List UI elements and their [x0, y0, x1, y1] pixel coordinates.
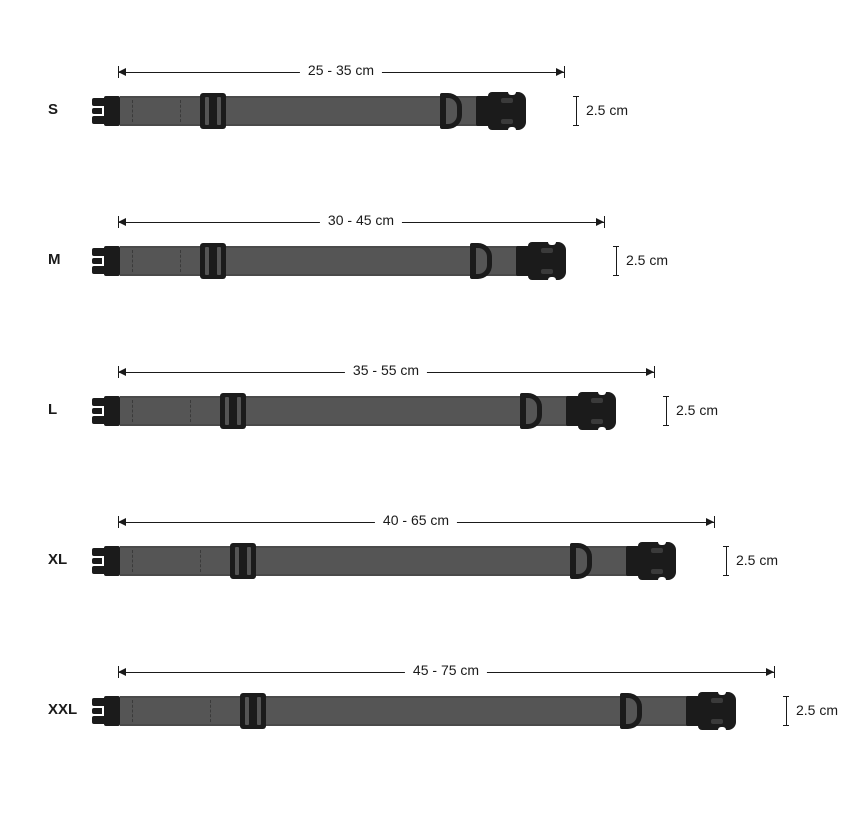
buckle-male — [92, 694, 120, 728]
collar-xxl — [120, 696, 730, 726]
height-dimension-line — [616, 246, 617, 276]
tri-glide-slider — [200, 93, 226, 129]
stitch-line — [200, 550, 201, 572]
height-dimension-line — [576, 96, 577, 126]
tri-glide-slider — [220, 393, 246, 429]
stitch-line — [132, 700, 133, 722]
height-label-s: 2.5 cm — [586, 102, 628, 118]
collar-xl — [120, 546, 670, 576]
length-arrow-left — [118, 368, 126, 376]
height-dimension-line — [666, 396, 667, 426]
length-tick-right — [604, 216, 605, 228]
tri-glide-slider — [240, 693, 266, 729]
height-tick-bottom — [573, 125, 579, 126]
height-tick-bottom — [723, 575, 729, 576]
length-label-xxl: 45 - 75 cm — [405, 662, 487, 678]
length-tick-right — [774, 666, 775, 678]
length-arrow-right — [556, 68, 564, 76]
length-arrow-left — [118, 68, 126, 76]
height-dimension-line — [726, 546, 727, 576]
collar-size-chart: S 25 - 35 cm 2.5 cm M 30 - 45 cm 2.5 cm L 35 - … — [0, 0, 845, 836]
buckle-female — [626, 542, 676, 580]
buckle-male — [92, 394, 120, 428]
length-label-xl: 40 - 65 cm — [375, 512, 457, 528]
height-label-xxl: 2.5 cm — [796, 702, 838, 718]
d-ring — [570, 543, 592, 579]
length-arrow-left — [118, 518, 126, 526]
stitch-line — [132, 550, 133, 572]
buckle-female — [686, 692, 736, 730]
buckle-male — [92, 544, 120, 578]
stitch-line — [190, 400, 191, 422]
buckle-male — [92, 94, 120, 128]
height-tick-bottom — [613, 275, 619, 276]
length-tick-right — [654, 366, 655, 378]
height-tick-top — [783, 696, 789, 697]
stitch-line — [180, 250, 181, 272]
collar-m — [120, 246, 560, 276]
length-arrow-right — [646, 368, 654, 376]
buckle-female — [516, 242, 566, 280]
size-label-xl: XL — [48, 551, 67, 568]
length-label-s: 25 - 35 cm — [300, 62, 382, 78]
size-label-m: M — [48, 251, 61, 268]
length-label-m: 30 - 45 cm — [320, 212, 402, 228]
height-label-xl: 2.5 cm — [736, 552, 778, 568]
d-ring — [470, 243, 492, 279]
stitch-line — [180, 100, 181, 122]
buckle-female — [566, 392, 616, 430]
length-arrow-right — [766, 668, 774, 676]
length-tick-right — [714, 516, 715, 528]
height-tick-top — [573, 96, 579, 97]
tri-glide-slider — [200, 243, 226, 279]
length-label-l: 35 - 55 cm — [345, 362, 427, 378]
stitch-line — [132, 250, 133, 272]
length-arrow-right — [596, 218, 604, 226]
collar-l — [120, 396, 610, 426]
buckle-male — [92, 244, 120, 278]
height-dimension-line — [786, 696, 787, 726]
length-arrow-left — [118, 218, 126, 226]
collar-s — [120, 96, 520, 126]
tri-glide-slider — [230, 543, 256, 579]
height-label-l: 2.5 cm — [676, 402, 718, 418]
height-label-m: 2.5 cm — [626, 252, 668, 268]
stitch-line — [132, 400, 133, 422]
height-tick-bottom — [663, 425, 669, 426]
size-label-l: L — [48, 401, 57, 418]
d-ring — [620, 693, 642, 729]
size-label-s: S — [48, 101, 58, 118]
stitch-line — [132, 100, 133, 122]
length-arrow-left — [118, 668, 126, 676]
d-ring — [440, 93, 462, 129]
buckle-female — [476, 92, 526, 130]
height-tick-top — [613, 246, 619, 247]
height-tick-top — [663, 396, 669, 397]
length-tick-right — [564, 66, 565, 78]
length-arrow-right — [706, 518, 714, 526]
d-ring — [520, 393, 542, 429]
strap — [120, 246, 560, 276]
size-label-xxl: XXL — [48, 701, 77, 718]
height-tick-bottom — [783, 725, 789, 726]
stitch-line — [210, 700, 211, 722]
height-tick-top — [723, 546, 729, 547]
